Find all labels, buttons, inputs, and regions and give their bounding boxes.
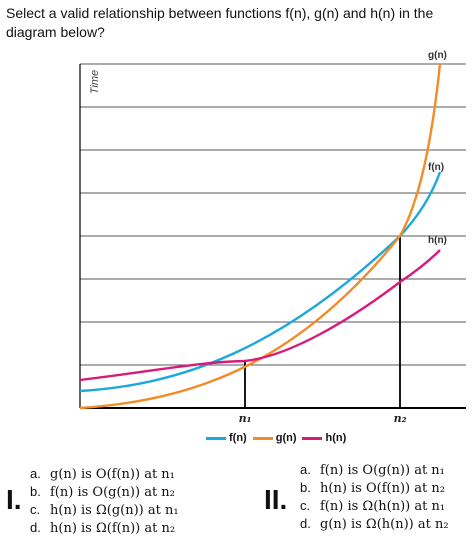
option-letter: c. xyxy=(30,502,41,517)
option-letter: c. xyxy=(300,498,311,513)
option-text: f(n) is Ω(h(n)) at n₁ xyxy=(320,499,446,514)
series-line-h xyxy=(79,249,441,382)
option-text: h(n) is O(f(n)) at n₂ xyxy=(320,481,445,496)
option-text: g(n) is O(f(n)) at n₁ xyxy=(50,467,175,482)
option-1-d[interactable]: d. h(n) is Ω(f(n)) at n₂ xyxy=(30,520,175,536)
series-line-f xyxy=(79,171,442,393)
option-letter: b. xyxy=(30,484,41,499)
legend-item-g: g(n) xyxy=(252,432,297,444)
legend: f(n) g(n) h(n) xyxy=(206,432,346,444)
option-2-b[interactable]: b. h(n) is O(f(n)) at n₂ xyxy=(300,480,445,496)
chart: Time n₁ n₂ f(n) g(n) h(n) xyxy=(79,50,466,425)
series-line-g xyxy=(79,63,442,410)
group-numeral-2: II. xyxy=(264,484,288,515)
question-text: Select a valid relationship between func… xyxy=(6,5,434,40)
legend-swatch xyxy=(252,436,273,440)
option-2-a[interactable]: a. f(n) is O(g(n)) at n₁ xyxy=(300,462,445,478)
legend-item-f: f(n) xyxy=(206,432,247,444)
option-text: f(n) is O(g(n)) at n₂ xyxy=(50,485,175,500)
grid-lines xyxy=(80,63,466,366)
option-2-d[interactable]: d. g(n) is Ω(h(n)) at n₂ xyxy=(300,516,449,532)
option-1-c[interactable]: c. h(n) is Ω(g(n)) at n₁ xyxy=(30,502,179,518)
option-text: h(n) is Ω(g(n)) at n₁ xyxy=(50,503,179,518)
curves xyxy=(79,63,442,410)
option-letter: d. xyxy=(300,516,311,531)
option-2-c[interactable]: c. f(n) is Ω(h(n)) at n₁ xyxy=(300,498,445,514)
x-tick-label: n₂ xyxy=(394,412,407,425)
y-axis-label: Time xyxy=(89,70,101,94)
option-letter: b. xyxy=(300,480,311,495)
curve-label-h: h(n) xyxy=(428,235,447,246)
legend-label: h(n) xyxy=(325,432,347,444)
legend-label: f(n) xyxy=(229,432,247,444)
option-letter: a. xyxy=(300,462,311,477)
legend-swatch xyxy=(206,436,226,440)
curve-label-f: f(n) xyxy=(428,162,444,173)
option-letter: d. xyxy=(30,520,41,535)
x-tick-label: n₁ xyxy=(239,412,252,425)
option-text: f(n) is O(g(n)) at n₁ xyxy=(320,463,445,478)
group-numeral-1: I. xyxy=(6,484,22,515)
option-1-a[interactable]: a. g(n) is O(f(n)) at n₁ xyxy=(30,466,175,482)
option-text: g(n) is Ω(h(n)) at n₂ xyxy=(320,517,449,532)
option-text: h(n) is Ω(f(n)) at n₂ xyxy=(50,521,176,536)
option-1-b[interactable]: b. f(n) is O(g(n)) at n₂ xyxy=(30,484,175,500)
legend-label: g(n) xyxy=(275,432,297,444)
drop-lines xyxy=(244,236,401,408)
legend-swatch xyxy=(302,436,323,440)
legend-item-h: h(n) xyxy=(302,432,346,444)
option-letter: a. xyxy=(30,466,41,481)
curve-label-g: g(n) xyxy=(428,50,447,61)
